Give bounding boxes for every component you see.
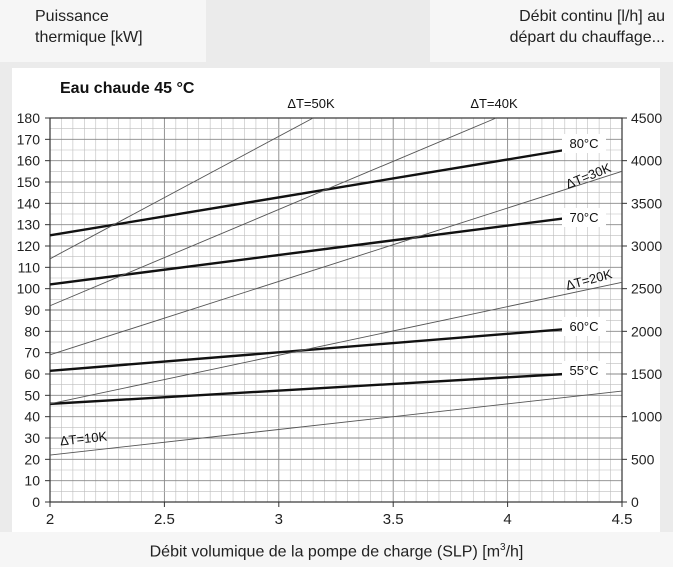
y-axis-title-right-line1: Débit continu [l/h] au — [519, 8, 665, 25]
series-label: 70°C — [569, 210, 598, 225]
y-tick-label: 20 — [24, 451, 40, 467]
series-label: ΔT=50K — [287, 96, 335, 111]
series-line — [49, 117, 314, 260]
x-axis-label-sup: 3 — [500, 542, 506, 553]
series-label-bg — [562, 361, 606, 380]
series-line — [49, 170, 623, 356]
series-line — [49, 281, 623, 405]
series-label: ΔT=40K — [470, 96, 518, 111]
y2-tick-label: 2500 — [631, 281, 662, 297]
y-tick-label: 90 — [24, 302, 40, 318]
y-tick-label: 130 — [17, 217, 41, 233]
y-tick-label: 180 — [17, 110, 41, 126]
series-line — [49, 148, 565, 237]
series-label: 60°C — [569, 319, 598, 334]
x-tick-label: 4.5 — [612, 511, 633, 528]
series-label-bg — [562, 317, 606, 336]
y2-tick-label: 500 — [631, 451, 655, 467]
series-line — [49, 328, 565, 372]
x-tick-label: 2.5 — [154, 511, 175, 528]
y2-tick-label: 1500 — [631, 366, 662, 382]
y-tick-label: 160 — [17, 153, 41, 169]
x-axis-label-suffix: /h] — [505, 543, 524, 561]
x-axis-label: Débit volumique de la pompe de charge (S… — [0, 542, 673, 561]
y-tick-label: 140 — [17, 195, 41, 211]
series-line — [49, 217, 565, 286]
y-tick-label: 10 — [24, 473, 40, 489]
series-label: 55°C — [569, 363, 598, 378]
x-tick-label: 4 — [503, 511, 511, 528]
y-tick-label: 70 — [24, 345, 40, 361]
y-tick-label: 110 — [18, 259, 41, 275]
y-axis-title-left-line2: thermique [kW] — [35, 29, 143, 46]
y-tick-label: 120 — [17, 238, 41, 254]
x-axis-label-band — [0, 532, 673, 567]
series-line — [49, 372, 565, 406]
chart-title: Eau chaude 45 °C — [60, 80, 195, 97]
y-tick-label: 60 — [24, 366, 40, 382]
y2-tick-label: 3000 — [631, 238, 662, 254]
y2-tick-label: 4000 — [631, 153, 662, 169]
series-label: 80°C — [569, 136, 598, 151]
series-line — [49, 390, 623, 456]
y-tick-label: 30 — [24, 430, 40, 446]
y-tick-label: 100 — [17, 281, 41, 297]
x-tick-label: 2 — [46, 511, 54, 528]
x-axis-label-prefix: Débit volumique de la pompe de charge (S… — [149, 543, 501, 561]
y-axis-title-left: Puissance thermique [kW] — [0, 0, 206, 62]
series-line — [49, 117, 497, 307]
y-axis-title-right-line2: départ du chauffage... — [509, 29, 665, 46]
y2-tick-label: 1000 — [631, 409, 662, 425]
y2-tick-label: 0 — [631, 494, 639, 510]
y2-tick-label: 2000 — [631, 323, 662, 339]
x-tick-label: 3 — [275, 511, 283, 528]
y-axis-title-left-line1: Puissance — [35, 8, 109, 25]
y-tick-label: 50 — [24, 387, 40, 403]
y-tick-label: 150 — [17, 174, 41, 190]
x-tick-label: 3.5 — [383, 511, 404, 528]
y-tick-label: 170 — [17, 131, 41, 147]
series-label: ΔT=10K — [59, 429, 108, 449]
y2-tick-label: 4500 — [631, 110, 662, 126]
y-tick-label: 0 — [32, 494, 40, 510]
y-tick-label: 40 — [24, 409, 40, 425]
y2-tick-label: 3500 — [631, 195, 662, 211]
series-label-bg — [562, 208, 606, 227]
series-label-bg — [562, 134, 606, 153]
y-tick-label: 80 — [24, 323, 40, 339]
y-axis-title-right: Débit continu [l/h] au départ du chauffa… — [430, 0, 673, 62]
